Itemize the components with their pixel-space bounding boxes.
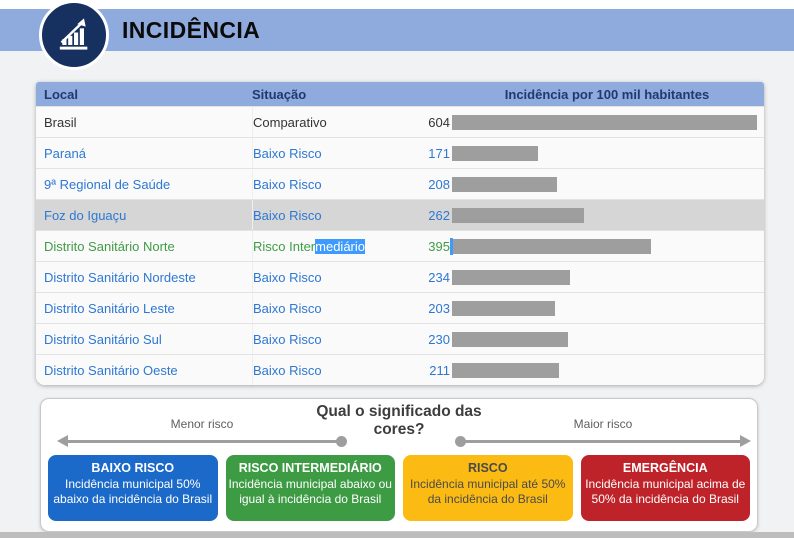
incidence-bar-cell [450, 138, 764, 168]
incidence-bar [452, 362, 559, 378]
lower-risk-arrow: Menor risco [57, 417, 347, 448]
incidence-value: 395 [428, 238, 450, 254]
table-row[interactable]: Brasil Comparativo 604 [36, 106, 764, 137]
local-cell: 9ª Regional de Saúde [44, 176, 171, 192]
table-row[interactable]: Distrito Sanitário Norte Risco Inter mediá… [36, 230, 764, 261]
legend-box-title: RISCO [467, 461, 508, 475]
local-cell: Foz do Iguaçu [44, 207, 127, 223]
lower-risk-label: Menor risco [170, 417, 234, 431]
incidence-value: 171 [428, 145, 450, 161]
incidence-bar [452, 114, 757, 130]
page-top-margin [0, 0, 794, 9]
column-header-incidencia: Incidência por 100 mil habitantes [504, 86, 710, 102]
page-bottom-edge [0, 532, 794, 538]
legend-box-emerg-ncia: EMERGÊNCIA Incidência municipal acima de … [580, 455, 750, 521]
table-header-row: Local Situação Incidência por 100 mil ha… [36, 82, 764, 106]
higher-risk-arrow: Maior risco [455, 417, 751, 448]
legend-box-description: Incidência municipal abaixo ou igual à i… [228, 477, 392, 506]
table-row[interactable]: Foz do Iguaçu Baixo Risco 262 [36, 199, 764, 230]
incidence-icon-circle [39, 0, 109, 70]
incidence-bar [452, 145, 539, 161]
incidence-bar-cell [450, 200, 764, 230]
local-cell: Distrito Sanitário Leste [44, 300, 175, 316]
column-header-situacao: Situação [252, 86, 307, 102]
incidence-bar-cell [450, 169, 764, 199]
incidence-value: 211 [429, 362, 450, 378]
legend-box-baixo-risco: BAIXO RISCO Incidência municipal 50% abai… [48, 455, 218, 521]
arrow-left-head-icon [57, 435, 68, 447]
incidence-value: 203 [428, 300, 450, 316]
table-row[interactable]: Distrito Sanitário Oeste Baixo Risco 211 [36, 354, 764, 385]
arrow-dot-icon [455, 436, 466, 447]
situacao-cell: Risco Inter mediário [252, 231, 414, 261]
local-cell: Distrito Sanitário Norte [44, 238, 175, 254]
situacao-cell: Baixo Risco [252, 138, 414, 168]
incidence-bar [452, 269, 571, 285]
incidence-bar [452, 300, 555, 316]
legend-box-title: EMERGÊNCIA [622, 461, 708, 475]
situacao-cell: Baixo Risco [252, 200, 414, 230]
incidence-value: 234 [428, 269, 450, 285]
incidence-header-banner [0, 9, 794, 51]
table-row[interactable]: Distrito Sanitário Leste Baixo Risco 203 [36, 292, 764, 323]
incidence-value: 208 [428, 176, 450, 192]
incidence-bar [452, 331, 569, 347]
legend-box-title: RISCO INTERMEDIÁRIO [238, 461, 382, 475]
selected-text: mediário [315, 238, 365, 254]
incidence-bar [452, 176, 558, 192]
table-row[interactable]: Distrito Sanitário Sul Baixo Risco 230 [36, 323, 764, 354]
legend-box-risco: RISCO Incidência municipal até 50% da inc… [403, 455, 573, 521]
incidence-value: 262 [428, 207, 450, 223]
table-row[interactable]: 9ª Regional de Saúde Baixo Risco 208 [36, 168, 764, 199]
legend-box-description: Incidência municipal até 50% da incidênc… [410, 477, 566, 506]
arrow-right-head-icon [740, 435, 751, 447]
table-body: Brasil Comparativo 604 Paraná Baixo Risco 171… [36, 106, 764, 385]
situacao-cell: Comparativo [252, 107, 414, 137]
legend-box-title: BAIXO RISCO [91, 461, 175, 475]
legend-boxes-row: BAIXO RISCO Incidência municipal 50% abai… [48, 455, 750, 521]
incidence-table: Local Situação Incidência por 100 mil ha… [36, 82, 764, 385]
incidence-bar-cell [450, 324, 764, 354]
situacao-cell: Baixo Risco [252, 324, 414, 354]
arrow-dot-icon [336, 436, 347, 447]
incidence-bar-cell [450, 355, 764, 385]
text-cursor [450, 238, 453, 255]
local-cell: Paraná [44, 145, 86, 161]
bar-chart-rising-icon [54, 15, 94, 55]
column-header-local: Local [44, 86, 78, 102]
situacao-cell: Baixo Risco [252, 355, 414, 385]
incidence-bar-cell [450, 262, 764, 292]
incidence-bar-cell [450, 293, 764, 323]
incidence-bar-cell [450, 231, 764, 261]
higher-risk-label: Maior risco [573, 417, 633, 431]
table-row[interactable]: Paraná Baixo Risco 171 [36, 137, 764, 168]
incidence-bar [452, 238, 652, 254]
local-cell: Brasil [44, 114, 77, 130]
local-cell: Distrito Sanitário Nordeste [44, 269, 196, 285]
legend-box-description: Incidência municipal acima de 50% da inc… [585, 477, 746, 506]
color-legend-panel: Qual o significado das cores? Menor risc… [40, 398, 758, 532]
table-row[interactable]: Distrito Sanitário Nordeste Baixo Risco 23… [36, 261, 764, 292]
local-cell: Distrito Sanitário Oeste [44, 362, 178, 378]
incidence-bar-cell [450, 107, 764, 137]
page-title: INCIDÊNCIA [122, 17, 261, 43]
incidence-bar [452, 207, 585, 223]
legend-box-description: Incidência municipal 50% abaixo da incid… [53, 477, 213, 506]
local-cell: Distrito Sanitário Sul [44, 331, 162, 347]
situacao-cell: Baixo Risco [252, 169, 414, 199]
situacao-cell: Baixo Risco [252, 293, 414, 323]
situacao-cell: Baixo Risco [252, 262, 414, 292]
legend-title: Qual o significado das cores? [316, 403, 482, 439]
incidence-value: 604 [428, 114, 450, 130]
incidence-value: 230 [428, 331, 450, 347]
legend-box-risco-intermedi-rio: RISCO INTERMEDIÁRIO Incidência municipal … [225, 455, 395, 521]
